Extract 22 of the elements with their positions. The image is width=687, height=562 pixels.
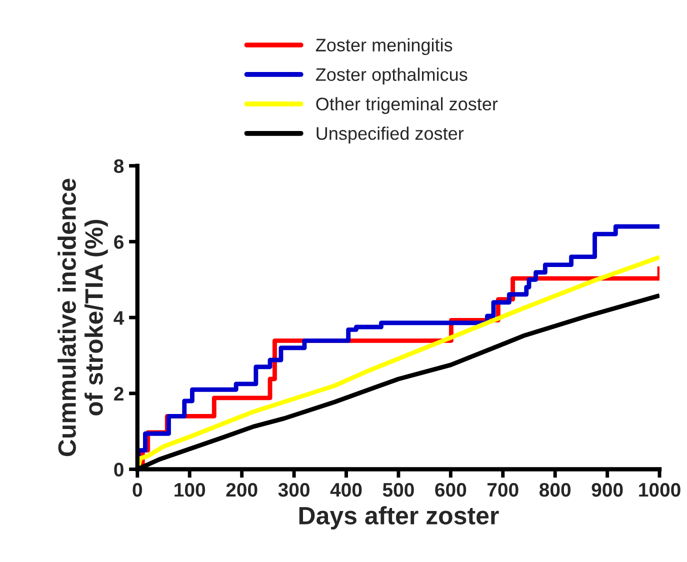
x-tick-label: 200 xyxy=(226,482,258,497)
y-tick-label: 8 xyxy=(114,159,124,174)
x-tick-label: 300 xyxy=(278,482,310,497)
legend-label: Unspecified zoster xyxy=(316,126,464,144)
y-tick-label: 2 xyxy=(114,386,124,400)
x-tick-label: 0 xyxy=(132,482,142,497)
legend-label: Other trigeminal zoster xyxy=(316,97,498,114)
legend-label: Zoster opthalmicus xyxy=(316,68,468,85)
x-tick-label: 1000 xyxy=(639,482,680,497)
x-tick-label: 100 xyxy=(174,482,206,497)
y-tick-label: 6 xyxy=(114,235,124,249)
x-tick-label: 500 xyxy=(382,482,414,497)
x-axis-title: Days after zoster xyxy=(299,506,499,530)
y-tick-label: 4 xyxy=(114,311,124,325)
x-tick-label: 700 xyxy=(488,482,518,497)
x-tick-label: 400 xyxy=(330,482,362,497)
legend-label: Zoster meningitis xyxy=(316,38,452,56)
x-tick-label: 600 xyxy=(435,482,466,497)
y-axis-title: Cummulative incidence of stroke/TIA (%) xyxy=(58,178,108,456)
y-tick-label: 0 xyxy=(114,462,124,477)
x-tick-label: 900 xyxy=(592,482,623,497)
x-tick-label: 800 xyxy=(539,482,571,497)
